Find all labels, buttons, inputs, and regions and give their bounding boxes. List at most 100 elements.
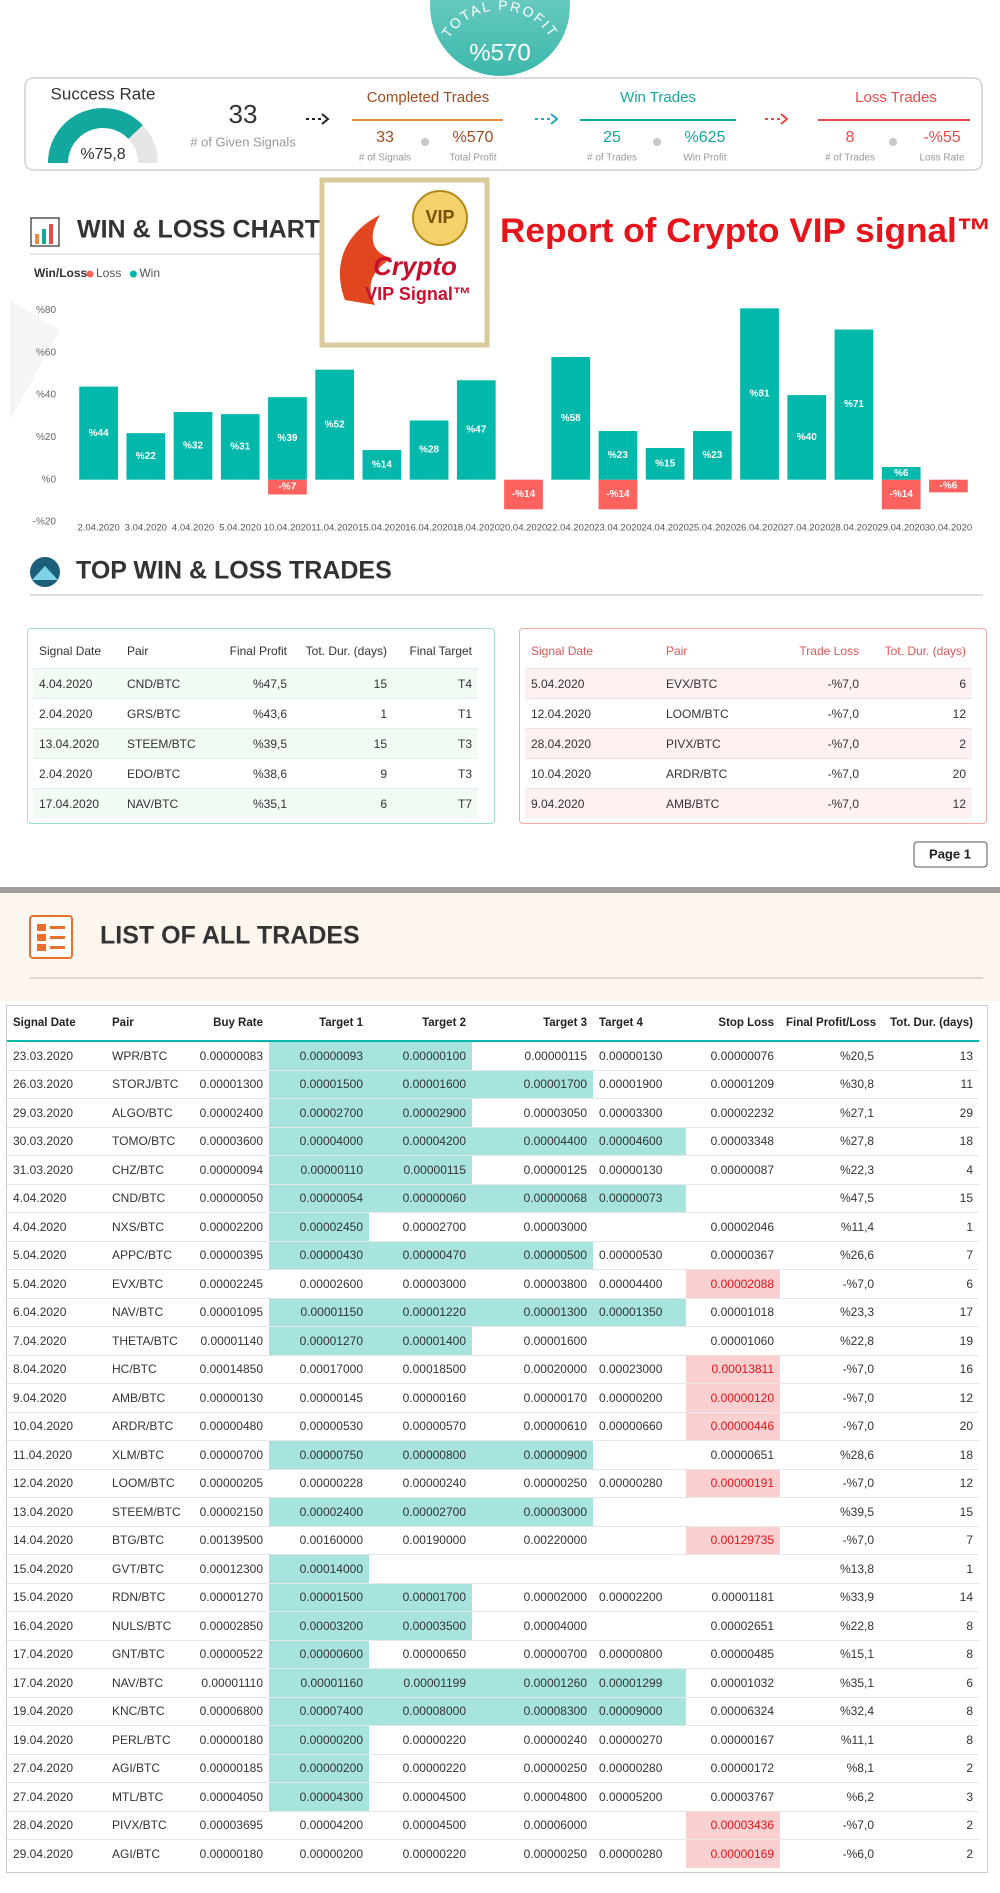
bar xyxy=(692,431,732,480)
row: 6.04.2020 NAV/BTC 0.00001095 0.00001150 0.00… xyxy=(7,1297,979,1327)
cell xyxy=(593,1810,686,1840)
cell: -%7,0 xyxy=(780,1269,880,1298)
cell: 7 xyxy=(880,1525,979,1555)
cell: 0.00003000 xyxy=(472,1212,593,1241)
cell: 0.00002150 xyxy=(182,1497,269,1526)
cell: CND/BTC xyxy=(106,1183,182,1213)
cell: 0.00001270 xyxy=(269,1326,369,1355)
cell: 0.00003200 xyxy=(269,1611,369,1640)
cell: 0.00003000 xyxy=(472,1497,593,1526)
legend-swatch xyxy=(129,270,137,278)
cell: %27,8 xyxy=(780,1126,880,1156)
cell: 0.00000200 xyxy=(269,1725,369,1754)
bar xyxy=(79,386,118,480)
row: 13.04.2020 STEEM/BTC 0.00002150 0.00002400 0… xyxy=(7,1497,979,1526)
win-profit-label: Win Profit xyxy=(683,153,727,164)
x-tick-label: 18.04.2020 xyxy=(453,523,501,534)
given-signals-label: # of Given Signals xyxy=(190,134,296,149)
cell: GVT/BTC xyxy=(106,1554,182,1583)
bar xyxy=(881,467,921,480)
cell: 0.00000530 xyxy=(269,1411,369,1441)
x-tick-label: 10.04.2020 xyxy=(264,523,312,534)
cell: 0.00000570 xyxy=(369,1411,472,1441)
cell: 0.00129735 xyxy=(686,1525,780,1555)
cell: 0.00000076 xyxy=(686,1040,780,1070)
cell: 0.00000240 xyxy=(472,1725,593,1754)
cell: 17.04.2020 xyxy=(7,1639,106,1669)
x-tick-label: 23.04.2020 xyxy=(594,523,642,534)
cell: 23.03.2020 xyxy=(7,1040,106,1070)
cell: 0.00002651 xyxy=(686,1611,780,1640)
cell: EVX/BTC xyxy=(660,668,762,699)
cell: 0.00001700 xyxy=(472,1069,593,1099)
x-tick-label: 25.04.2020 xyxy=(689,523,737,534)
cell: %11,4 xyxy=(780,1212,880,1241)
cell: 0.00004400 xyxy=(593,1269,686,1298)
cell: 0.00004000 xyxy=(269,1126,369,1156)
cell: %39,5 xyxy=(780,1497,880,1526)
cell: 0.00001350 xyxy=(593,1297,686,1327)
cell: 0.00000750 xyxy=(269,1440,369,1469)
cell: 0.00000200 xyxy=(593,1383,686,1412)
cell: 0.00002400 xyxy=(269,1497,369,1526)
bar-label: %81 xyxy=(750,389,770,400)
header-cell: Pair xyxy=(106,1006,182,1042)
cell: STORJ/BTC xyxy=(106,1069,182,1099)
cell: 0.00008300 xyxy=(472,1696,593,1726)
cell: 0.00001600 xyxy=(472,1326,593,1355)
cell: %43,6 xyxy=(200,698,293,729)
cell: ARDR/BTC xyxy=(106,1411,182,1441)
cell: 2.04.2020 xyxy=(33,758,121,789)
y-tick-label: %20 xyxy=(36,432,56,443)
cell: 0.00005200 xyxy=(593,1782,686,1811)
loss-profit-label: Loss Rate xyxy=(919,153,964,164)
x-tick-label: 11.04.2020 xyxy=(311,523,358,534)
cell: 0.00003800 xyxy=(472,1269,593,1298)
cell: 0.00000700 xyxy=(182,1440,269,1469)
bar xyxy=(598,479,638,510)
row: 29.04.2020 AGI/BTC 0.00000180 0.00000200 0.0… xyxy=(7,1839,979,1868)
cell: 0.00000650 xyxy=(369,1639,472,1669)
cell: 0.00000280 xyxy=(593,1753,686,1783)
cell: 13.04.2020 xyxy=(7,1497,106,1526)
cell: 0.00004050 xyxy=(182,1782,269,1811)
cell: T3 xyxy=(393,758,478,789)
bar xyxy=(787,395,827,480)
cell: TOMO/BTC xyxy=(106,1126,182,1156)
cell: 0.00001260 xyxy=(472,1668,593,1697)
row: 17.04.2020 NAV/BTC 0.00001110 0.00001160 0.0… xyxy=(7,1668,979,1697)
pager-button[interactable] xyxy=(913,841,988,868)
cell: LOOM/BTC xyxy=(106,1468,182,1498)
cell: 0.00000530 xyxy=(593,1240,686,1270)
bar xyxy=(126,433,166,480)
cell: 0.00002200 xyxy=(182,1212,269,1241)
cell: 0.00004000 xyxy=(472,1611,593,1640)
cell: 5.04.2020 xyxy=(7,1240,106,1270)
cell: 0.00000522 xyxy=(182,1639,269,1669)
cell: 0.00000191 xyxy=(686,1468,780,1498)
cell: AMB/BTC xyxy=(106,1383,182,1412)
gauge-value xyxy=(48,108,143,164)
row: 10.04.2020 ARDR/BTC 0.00000480 0.00000530 0.… xyxy=(7,1411,979,1441)
cell: 0.00000200 xyxy=(269,1839,369,1868)
cell: 0.00000093 xyxy=(269,1040,369,1070)
cell: 0.00000485 xyxy=(686,1639,780,1669)
cell: 0.00001300 xyxy=(472,1297,593,1327)
cell: 27.04.2020 xyxy=(7,1753,106,1783)
bar-label: %71 xyxy=(844,399,864,410)
cell: %8,1 xyxy=(780,1753,880,1783)
cell: 0.00000900 xyxy=(472,1440,593,1469)
bar xyxy=(881,479,921,510)
cell: APPC/BTC xyxy=(106,1240,182,1270)
cell: 0.00002450 xyxy=(269,1212,369,1241)
bar-label: %31 xyxy=(230,442,250,453)
cell: 2 xyxy=(880,1839,979,1868)
header-cell: Signal Date xyxy=(39,644,102,658)
cell: 0.00000094 xyxy=(182,1155,269,1184)
cell: 20 xyxy=(880,1411,979,1441)
legend-swatch xyxy=(86,270,94,278)
cell: 0.00001181 xyxy=(686,1582,780,1612)
cell: 0.00000446 xyxy=(686,1411,780,1441)
cell: 14.04.2020 xyxy=(7,1525,106,1555)
cell: 0.00002900 xyxy=(369,1098,472,1127)
